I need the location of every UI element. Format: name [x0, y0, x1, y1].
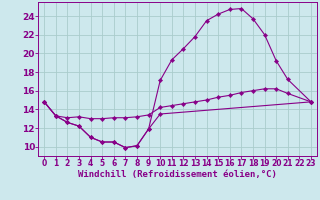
X-axis label: Windchill (Refroidissement éolien,°C): Windchill (Refroidissement éolien,°C): [78, 170, 277, 179]
